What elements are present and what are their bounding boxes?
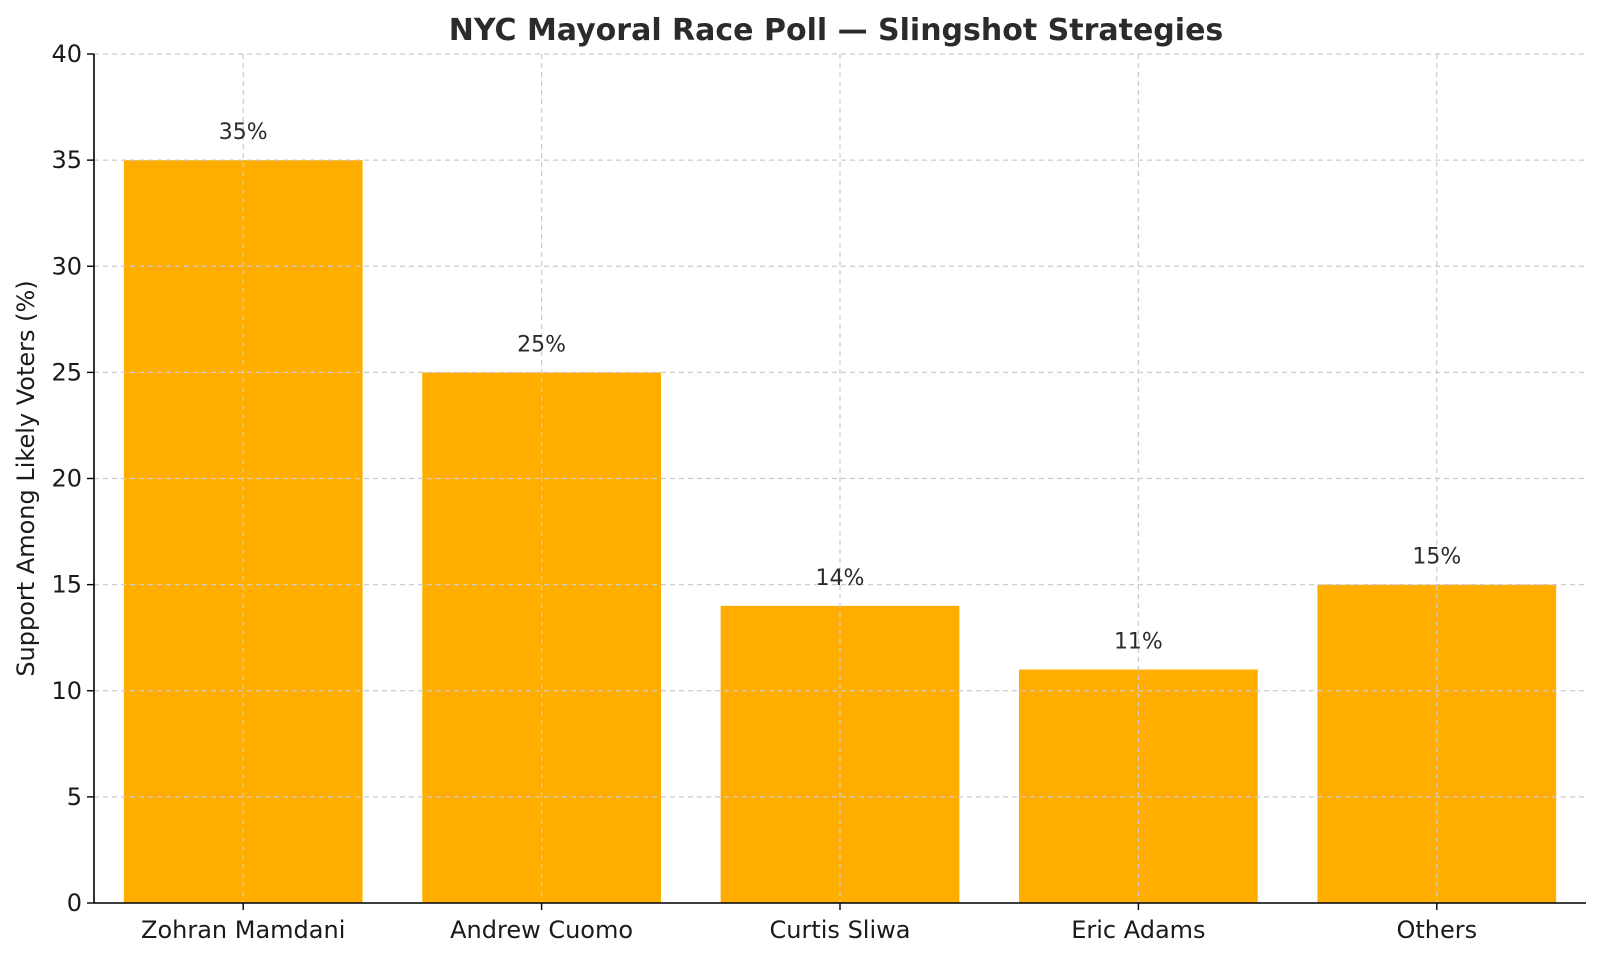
x-tick-label: Curtis Sliwa xyxy=(770,916,911,944)
x-tick-label: Zohran Mamdani xyxy=(141,916,345,944)
x-ticks: Zohran Mamdani Andrew Cuomo Curtis Sliwa Er… xyxy=(141,903,1477,944)
y-tick-label: 15 xyxy=(51,571,82,599)
value-labels: 35% 25% 14% 11% 15% xyxy=(219,120,1462,654)
x-tick-label: Others xyxy=(1396,916,1477,944)
bar-value-label: 11% xyxy=(1114,630,1163,655)
y-tick-label: 5 xyxy=(67,783,82,811)
bar-value-label: 15% xyxy=(1412,545,1461,570)
y-tick-label: 25 xyxy=(51,358,82,386)
y-axis-label: Support Among Likely Voters (%) xyxy=(12,280,40,676)
bar-value-label: 35% xyxy=(219,120,268,145)
chart-title: NYC Mayoral Race Poll — Slingshot Strate… xyxy=(449,13,1224,48)
bar-value-label: 25% xyxy=(517,332,566,357)
grid xyxy=(94,53,1586,904)
y-ticks: 0 5 10 15 20 25 30 35 40 xyxy=(51,40,94,917)
y-tick-label: 40 xyxy=(51,40,82,68)
y-tick-label: 10 xyxy=(51,677,82,705)
y-tick-label: 35 xyxy=(51,146,82,174)
x-tick-label: Andrew Cuomo xyxy=(450,916,633,944)
y-tick-label: 30 xyxy=(51,252,82,280)
bar-value-label: 14% xyxy=(816,566,865,591)
y-tick-label: 20 xyxy=(51,465,82,493)
bar xyxy=(720,605,960,903)
x-tick-label: Eric Adams xyxy=(1071,916,1205,944)
y-tick-label: 0 xyxy=(67,889,82,917)
